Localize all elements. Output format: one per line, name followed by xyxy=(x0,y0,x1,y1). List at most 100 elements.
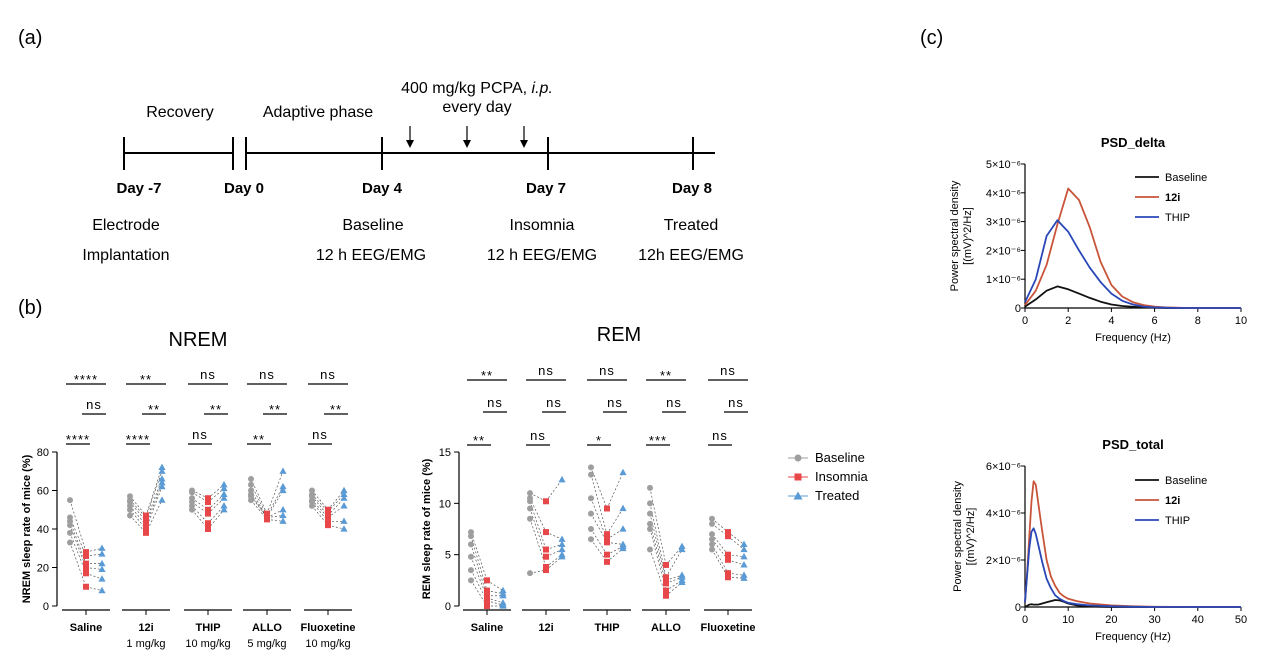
subject-link xyxy=(606,472,624,509)
subject-link xyxy=(590,528,608,555)
subject-link xyxy=(590,467,608,509)
baseline-point xyxy=(527,498,533,505)
event-line1: Electrode xyxy=(92,217,160,234)
insomnia-point xyxy=(484,603,490,609)
x-category-label: Fluoxetine xyxy=(300,622,355,634)
subject-link xyxy=(727,554,745,558)
treated-point xyxy=(279,467,287,474)
treated-point xyxy=(279,517,287,524)
insomnia-point xyxy=(205,495,211,502)
treated-point xyxy=(158,475,166,482)
day-label: Day -7 xyxy=(116,180,161,197)
insomnia-point xyxy=(143,518,149,525)
y-axis-label: NREM sleep rate of mice (%) xyxy=(21,454,33,603)
legend-label: Insomnia xyxy=(815,469,869,484)
subject-link xyxy=(85,567,103,570)
significance-baseline-vs-treated-label: ** xyxy=(481,368,493,383)
x-category-sublabel: 10 mg/kg xyxy=(305,638,350,650)
significance-insomnia-vs-treated-label: ** xyxy=(269,402,281,417)
significance-baseline-vs-insomnia-label: **** xyxy=(126,432,150,447)
significance-baseline-vs-treated-label: ns xyxy=(538,363,554,378)
legend-label: Baseline xyxy=(1165,475,1207,487)
insomnia-point xyxy=(543,567,549,574)
nrem-chart: NREM 0 20 40 60 80 NREM sleep rate of mice (%)… xyxy=(21,329,356,650)
treated-point xyxy=(279,505,287,513)
event-line2: Implantation xyxy=(82,247,169,264)
psd-total-chart: PSD_total 0 10 20 30 40 50 0 2×10⁻⁶ 4×10⁻⁶ 6×10⁻⁶ F… xyxy=(952,437,1247,643)
x-category-label: ALLO xyxy=(651,622,681,634)
rem-chart: REM 0 5 10 15 REM sleep rate of mice (%) Salin… xyxy=(421,324,756,634)
insomnia-point xyxy=(484,577,490,584)
insomnia-point xyxy=(725,574,731,581)
event-line2: 12 h EEG/EMG xyxy=(487,247,597,264)
y-tick-label: 10 xyxy=(439,498,451,510)
subject-link xyxy=(69,517,87,557)
treated-point xyxy=(220,502,228,509)
y-tick-label: 0 xyxy=(1015,303,1021,315)
baseline-point xyxy=(588,464,594,471)
baseline-point xyxy=(248,475,254,482)
subject-link xyxy=(665,546,683,566)
panel-label-b: (b) xyxy=(18,297,42,319)
insomnia-point xyxy=(725,570,731,577)
significance-baseline-vs-treated-label: ns xyxy=(599,363,615,378)
baseline-point xyxy=(709,520,715,527)
insomnia-point xyxy=(663,592,669,599)
subject-link xyxy=(250,494,268,518)
subject-link xyxy=(145,478,163,522)
treated-point xyxy=(340,525,348,532)
subject-link xyxy=(711,533,729,555)
baseline-point xyxy=(709,531,715,538)
event-line1: Baseline xyxy=(342,217,403,234)
significance-baseline-vs-treated-label: ns xyxy=(259,367,275,382)
insomnia-point xyxy=(543,498,549,505)
baseline-point xyxy=(647,546,653,553)
treated-point xyxy=(740,561,748,568)
insomnia-point xyxy=(143,522,149,529)
subject-link xyxy=(727,531,745,545)
insomnia-point xyxy=(604,551,610,558)
day-label: Day 4 xyxy=(362,180,403,197)
x-category-sublabel: 5 mg/kg xyxy=(247,638,286,650)
treated-point xyxy=(619,544,627,552)
y-tick-label: 5×10⁻⁶ xyxy=(986,159,1021,171)
legend-label: 12i xyxy=(1165,495,1180,507)
significance-baseline-vs-insomnia-label: *** xyxy=(649,433,667,448)
significance-insomnia-vs-treated-label: ** xyxy=(148,402,160,417)
insomnia-point xyxy=(484,594,490,601)
legend-item-baseline: Baseline xyxy=(788,450,865,465)
legend-label: Treated xyxy=(815,488,859,503)
y-axis-label: [(mV)^2/Hz] xyxy=(965,508,977,566)
x-tick-label: 10 xyxy=(1062,614,1074,626)
significance-baseline-vs-insomnia-label: * xyxy=(596,433,602,448)
dose-arrow xyxy=(463,126,471,148)
baseline-point xyxy=(588,526,594,532)
subject-link xyxy=(727,576,745,579)
significance-insomnia-vs-treated-label: ns xyxy=(487,395,503,410)
subject-link xyxy=(327,490,345,510)
treated-point xyxy=(619,504,627,512)
treated-point xyxy=(558,475,566,483)
insomnia-point xyxy=(325,522,331,529)
subject-link xyxy=(327,524,345,530)
y-tick-label: 2×10⁻⁶ xyxy=(986,245,1021,257)
subject-link xyxy=(191,490,209,499)
x-axis-label: Frequency (Hz) xyxy=(1095,332,1171,344)
insomnia-point xyxy=(205,520,211,527)
legend-label: Baseline xyxy=(815,450,865,465)
significance-baseline-vs-insomnia-label: ns xyxy=(312,427,328,442)
insomnia-point xyxy=(205,506,211,513)
baseline-point xyxy=(647,500,653,507)
series-line-thip xyxy=(1024,527,1241,608)
treated-point xyxy=(499,591,507,599)
significance-baseline-vs-treated-label: ns xyxy=(720,363,736,378)
insomnia-point xyxy=(543,529,549,536)
significance-insomnia-vs-treated-label: ns xyxy=(86,397,102,412)
insomnia-point xyxy=(83,560,89,567)
x-category-sublabel: 10 mg/kg xyxy=(185,638,230,650)
treated-point xyxy=(220,505,228,513)
insomnia-point xyxy=(543,546,549,553)
subject-link xyxy=(529,492,547,502)
x-tick-label: 0 xyxy=(1022,614,1028,626)
event-line2: 12 h EEG/EMG xyxy=(316,247,426,264)
